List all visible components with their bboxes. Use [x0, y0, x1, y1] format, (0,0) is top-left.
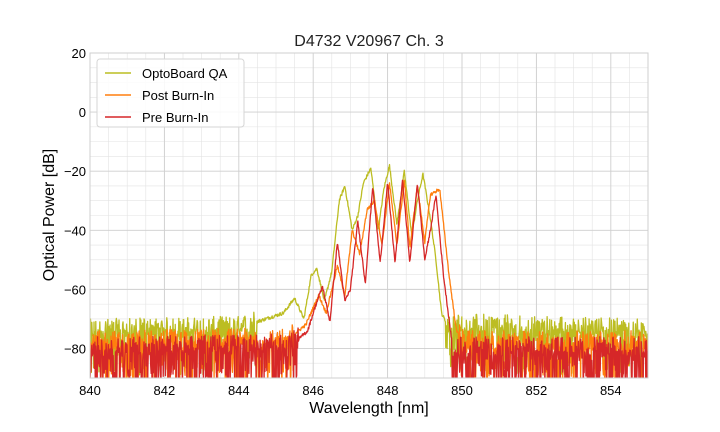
- x-tick-label: 852: [526, 383, 548, 398]
- legend-label-2: Pre Burn-In: [142, 110, 208, 125]
- x-tick-label: 842: [154, 383, 176, 398]
- chart-title: D4732 V20967 Ch. 3: [294, 33, 444, 50]
- x-tick-label: 840: [79, 383, 101, 398]
- x-axis-ticks: 840 842 844 846 848 850 852 854: [79, 383, 622, 398]
- legend-label-0: OptoBoard QA: [142, 66, 228, 81]
- plot-frame: [89, 52, 649, 379]
- x-tick-label: 848: [377, 383, 399, 398]
- y-tick-label: −80: [64, 341, 86, 356]
- legend: OptoBoard QA Post Burn-In Pre Burn-In: [96, 58, 245, 128]
- y-axis-label: Optical Power [dB]: [41, 149, 58, 282]
- y-tick-label: −60: [64, 282, 86, 297]
- y-tick-label: −20: [64, 164, 86, 179]
- x-tick-label: 846: [302, 383, 324, 398]
- y-tick-label: −40: [64, 223, 86, 238]
- legend-label-1: Post Burn-In: [142, 88, 214, 103]
- y-tick-label: 0: [79, 105, 86, 120]
- x-axis-label: Wavelength [nm]: [309, 400, 428, 417]
- x-tick-label: 844: [228, 383, 250, 398]
- series-layer: [90, 163, 648, 378]
- x-tick-label: 850: [451, 383, 473, 398]
- y-tick-label: 20: [72, 46, 86, 61]
- legend-box: [96, 58, 245, 128]
- series-line-2: [90, 179, 648, 378]
- x-tick-label: 854: [600, 383, 622, 398]
- y-axis-ticks: 20 0 −20 −40 −60 −80: [64, 46, 86, 356]
- series-line-0: [90, 163, 648, 378]
